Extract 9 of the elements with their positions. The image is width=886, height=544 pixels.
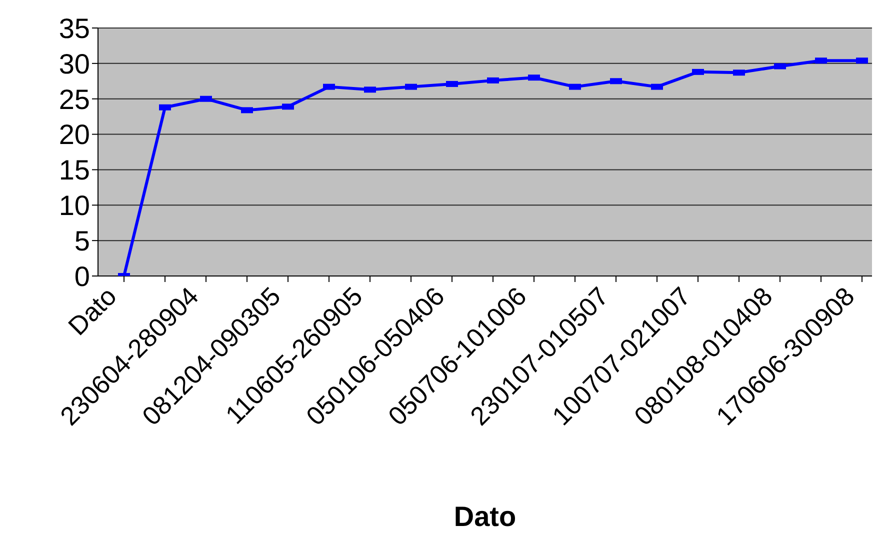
y-tick-label: 20 — [58, 119, 90, 150]
y-tick-label: 10 — [58, 190, 90, 222]
x-axis-title: Dato — [454, 501, 516, 532]
y-tick-label: 15 — [58, 154, 90, 186]
y-tick-label: 35 — [58, 12, 90, 44]
y-tick-label: 30 — [58, 48, 90, 80]
y-tick-label: 5 — [74, 226, 90, 257]
y-tick-label: 0 — [74, 260, 90, 292]
y-tick-label: 25 — [58, 84, 90, 115]
